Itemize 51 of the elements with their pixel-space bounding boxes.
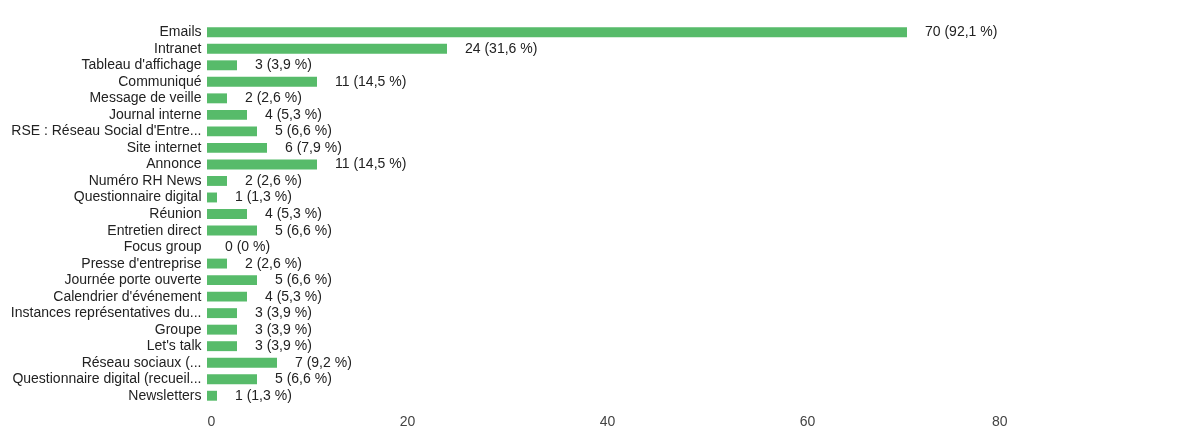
y-tick-label: RSE : Réseau Social d'Entre... xyxy=(11,122,202,139)
y-tick-label: Instances représentatives du... xyxy=(10,304,202,321)
data-label: 7 (9,2 %) xyxy=(295,353,352,370)
data-label: 11 (14,5 %) xyxy=(335,155,407,172)
y-tick-label: Intranet xyxy=(154,39,202,56)
y-tick-label: Questionnaire digital (recueil... xyxy=(12,370,202,387)
y-tick-label: Communiqué xyxy=(118,72,202,89)
y-tick-label: Réseau sociaux (... xyxy=(81,353,202,370)
data-label: 3 (3,9 %) xyxy=(255,320,312,337)
y-tick-label: Emails xyxy=(159,23,202,40)
data-label: 11 (14,5 %) xyxy=(335,72,407,89)
data-label: 5 (6,6 %) xyxy=(275,271,332,288)
y-tick-label: Presse d'entreprise xyxy=(81,254,202,271)
y-tick-label: Journée porte ouverte xyxy=(64,271,202,288)
data-label: 24 (31,6 %) xyxy=(465,39,538,56)
data-label: 3 (3,9 %) xyxy=(255,56,312,73)
x-tick-label: 80 xyxy=(991,412,1008,429)
data-label: 70 (92,1 %) xyxy=(925,23,998,40)
x-tick-label: 0 xyxy=(207,412,216,429)
data-label: 0 (0 %) xyxy=(225,238,271,255)
y-tick-label: Focus group xyxy=(123,238,202,255)
x-tick-label: 60 xyxy=(799,412,816,429)
y-tick-label: Questionnaire digital xyxy=(73,188,202,205)
x-tick-label: 40 xyxy=(599,412,616,429)
y-tick-label: Let's talk xyxy=(146,337,203,354)
data-label: 2 (2,6 %) xyxy=(245,254,302,271)
y-tick-label: Entretien direct xyxy=(107,221,202,238)
y-tick-label: Site internet xyxy=(126,138,202,155)
y-tick-label: Journal interne xyxy=(108,105,202,122)
data-label: 1 (1,3 %) xyxy=(235,386,292,403)
data-label: 1 (1,3 %) xyxy=(235,188,292,205)
data-label: 4 (5,3 %) xyxy=(265,105,322,122)
y-tick-label: Tableau d'affichage xyxy=(81,56,202,73)
data-label: 6 (7,9 %) xyxy=(285,138,342,155)
data-label: 2 (2,6 %) xyxy=(245,171,302,188)
y-tick-label: Réunion xyxy=(149,205,202,221)
y-tick-label: Newsletters xyxy=(128,386,202,403)
data-label: 5 (6,6 %) xyxy=(275,122,332,139)
data-label: 5 (6,6 %) xyxy=(275,221,332,238)
data-label: 2 (2,6 %) xyxy=(245,89,302,106)
y-tick-label: Message de veille xyxy=(89,89,202,106)
data-label: 4 (5,3 %) xyxy=(265,205,322,221)
data-label: 3 (3,9 %) xyxy=(255,304,312,321)
y-tick-label: Calendrier d'événement xyxy=(53,287,202,304)
y-tick-label: Groupe xyxy=(154,320,202,337)
y-tick-label: Numéro RH News xyxy=(88,171,202,188)
data-label: 4 (5,3 %) xyxy=(265,287,322,304)
x-tick-label: 20 xyxy=(399,412,416,429)
y-tick-label: Annonce xyxy=(146,155,202,172)
data-label: 3 (3,9 %) xyxy=(255,337,312,354)
data-label: 5 (6,6 %) xyxy=(275,370,332,387)
